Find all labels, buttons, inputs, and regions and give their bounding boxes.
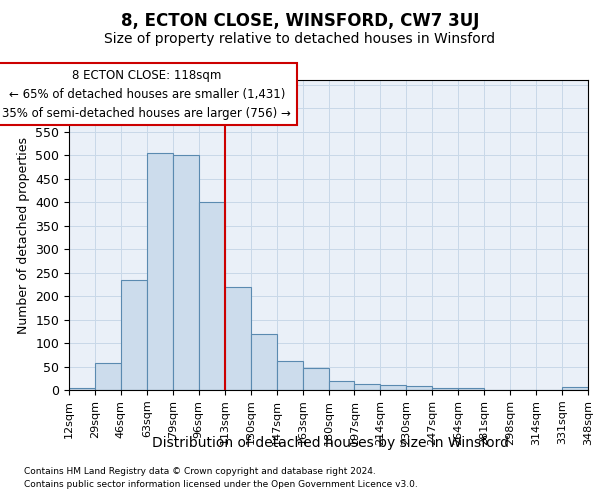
Bar [173,155,199,390]
Bar [277,361,302,390]
Bar [95,363,121,390]
Text: 8 ECTON CLOSE: 118sqm
← 65% of detached houses are smaller (1,431)
35% of semi-d: 8 ECTON CLOSE: 118sqm ← 65% of detached … [2,68,291,120]
Bar [329,380,355,390]
Bar [251,334,277,390]
Text: Distribution of detached houses by size in Winsford: Distribution of detached houses by size … [151,436,509,450]
Text: Contains HM Land Registry data © Crown copyright and database right 2024.: Contains HM Land Registry data © Crown c… [24,467,376,476]
Bar [355,384,380,390]
Bar [199,202,224,390]
Text: Size of property relative to detached houses in Winsford: Size of property relative to detached ho… [104,32,496,46]
Bar [406,386,432,390]
Bar [433,388,458,390]
Y-axis label: Number of detached properties: Number of detached properties [17,136,30,334]
Bar [562,386,588,390]
Bar [69,388,95,390]
Bar [302,368,329,390]
Text: Contains public sector information licensed under the Open Government Licence v3: Contains public sector information licen… [24,480,418,489]
Text: 8, ECTON CLOSE, WINSFORD, CW7 3UJ: 8, ECTON CLOSE, WINSFORD, CW7 3UJ [121,12,479,30]
Bar [121,280,147,390]
Bar [458,388,484,390]
Bar [147,153,173,390]
Bar [225,286,251,390]
Bar [380,386,406,390]
